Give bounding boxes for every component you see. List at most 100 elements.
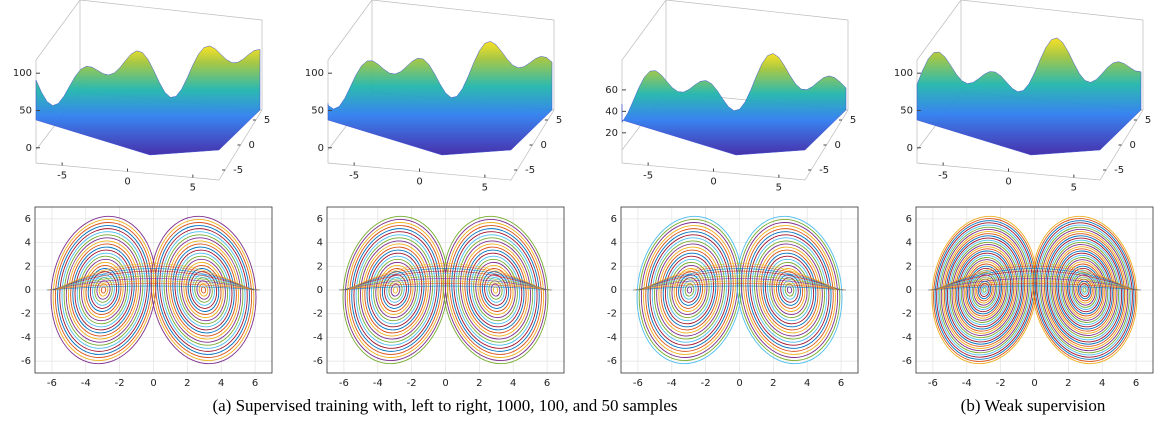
surface	[35, 45, 261, 156]
x-tick-label: 0	[124, 177, 130, 188]
trajectory	[1080, 285, 1089, 295]
trajectory	[935, 265, 1134, 291]
trajectory	[449, 225, 542, 355]
trajectory	[384, 274, 407, 306]
trajectory	[1057, 252, 1112, 328]
z-tick-label: 50	[311, 105, 324, 116]
trajectory	[172, 246, 235, 334]
x-tick-label: -4	[81, 378, 91, 389]
trajectory	[76, 252, 131, 328]
x-tick-label: -4	[373, 378, 383, 389]
y-tick-label: 5	[264, 115, 270, 126]
y-tick-label: 4	[906, 238, 912, 249]
trajectory	[176, 252, 231, 328]
z-tick-label: 0	[907, 143, 913, 154]
x-tick-label: 0	[1005, 177, 1011, 188]
trajectory	[649, 234, 730, 346]
x-tick-label: -2	[996, 378, 1006, 389]
y-tick-label: -4	[313, 332, 323, 343]
trajectory	[54, 265, 253, 291]
trajectory	[475, 261, 516, 319]
trajectory	[1063, 261, 1106, 319]
trajectory	[970, 270, 999, 310]
y-tick-label: 6	[906, 214, 912, 225]
trajectory	[52, 270, 255, 291]
trajectory	[1037, 224, 1132, 356]
z-tick-label: 100	[13, 68, 32, 79]
trajectory	[379, 268, 412, 312]
panel: 20 40 60 -5 0 5 -5 0 5 -6 -4 -2 0 2 4 6 -6 -4 -2 0 2 4 6	[605, 0, 859, 389]
trajectory	[678, 274, 701, 306]
trajectory	[928, 283, 1141, 291]
trajectory	[339, 283, 552, 291]
trajectory	[50, 275, 257, 291]
y-tick-label: -2	[902, 309, 912, 320]
trajectory	[375, 261, 416, 319]
trajectory	[47, 283, 260, 291]
trajectory	[633, 283, 846, 291]
x-tick-label: -6	[928, 378, 938, 389]
trajectory	[341, 278, 550, 291]
x-tick-label: 6	[544, 378, 550, 389]
x-tick-label: -5	[643, 170, 653, 181]
x-tick-label: -6	[339, 378, 349, 389]
trajectory	[63, 234, 144, 346]
trajectory	[48, 280, 259, 291]
trajectory	[152, 218, 255, 362]
trajectory	[355, 234, 436, 346]
trajectory	[187, 268, 220, 312]
trajectory	[773, 268, 806, 312]
y-tick-label: 4	[317, 238, 323, 249]
trajectory	[364, 246, 427, 334]
x-tick-label: 4	[804, 378, 810, 389]
trajectory	[1040, 228, 1129, 352]
y-tick-label: 5	[1145, 115, 1151, 126]
y-tick-label: 0	[906, 285, 912, 296]
trajectory	[342, 215, 449, 365]
trajectory	[769, 261, 810, 319]
y-tick-label: -5	[819, 165, 829, 176]
trajectory	[52, 218, 155, 362]
trajectory	[762, 252, 817, 328]
trajectory	[81, 258, 126, 322]
trajectory	[745, 228, 834, 352]
y-tick-label: -2	[607, 309, 617, 320]
trajectory	[637, 273, 842, 291]
trajectory	[1042, 231, 1127, 349]
x-tick-label: -4	[667, 378, 677, 389]
trajectory	[638, 218, 741, 362]
trajectory	[373, 258, 418, 322]
trajectory	[353, 231, 438, 349]
x-tick-label: -5	[938, 170, 948, 181]
trajectory	[464, 246, 527, 334]
trajectory	[181, 258, 226, 322]
y-tick-label: -6	[607, 356, 617, 367]
trajectory	[161, 231, 246, 349]
y-tick-label: -6	[313, 356, 323, 367]
trajectory	[738, 218, 841, 362]
trajectory	[344, 270, 547, 291]
x-tick-label: 0	[1031, 378, 1037, 389]
y-tick-label: 4	[25, 238, 31, 249]
trajectory	[59, 228, 148, 352]
trajectory	[658, 246, 721, 334]
y-tick-label: 0	[611, 285, 617, 296]
y-tick-label: 5	[850, 115, 856, 126]
trajectory	[639, 268, 840, 291]
trajectory	[163, 234, 244, 346]
y-tick-label: 2	[906, 261, 912, 272]
trajectory	[635, 278, 844, 291]
trajectory	[930, 278, 1139, 291]
panel: 0 50 100 -5 0 5 -5 0 5 -6 -4 -2 0 2 4 6 -6 -4 -2 0 2 4 6	[13, 0, 273, 389]
trajectory	[749, 234, 830, 346]
trajectory	[684, 283, 695, 297]
z-tick-label: 50	[900, 105, 913, 116]
x-tick-label: 6	[252, 378, 258, 389]
trajectory	[927, 285, 1142, 291]
z-tick-label: 0	[318, 143, 324, 154]
y-tick-label: 5	[556, 115, 562, 126]
trajectory	[154, 222, 253, 358]
x-tick-label: 4	[218, 378, 224, 389]
